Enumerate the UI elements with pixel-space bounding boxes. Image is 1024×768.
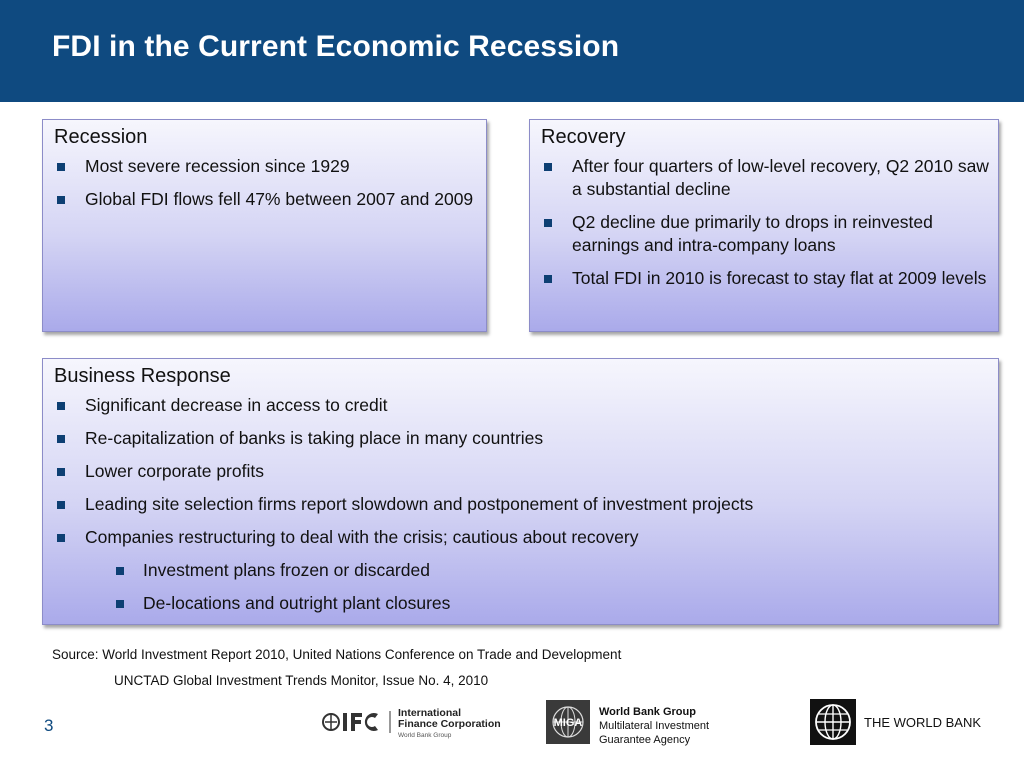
business-response-list: Significant decrease in access to credit… — [54, 394, 990, 615]
ifc-wordmark: International Finance Corporation World … — [398, 708, 501, 741]
ifc-logo: International Finance Corporation World … — [322, 706, 502, 741]
miga-globe-svg: MIGA — [552, 706, 584, 738]
recession-list: Most severe recession since 1929 Global … — [54, 155, 478, 211]
world-bank-wordmark: THE WORLD BANK — [864, 715, 982, 730]
miga-wordmark: World Bank Group Multilateral Investment… — [599, 705, 709, 747]
list-item: Leading site selection firms report slow… — [54, 493, 990, 516]
list-item: Re-capitalization of banks is taking pla… — [54, 427, 990, 450]
recovery-heading: Recovery — [541, 126, 626, 148]
ifc-line2: Finance Corporation — [398, 718, 501, 730]
source-citation-2: UNCTAD Global Investment Trends Monitor,… — [114, 673, 489, 688]
recovery-list: After four quarters of low-level recover… — [541, 155, 990, 290]
list-item: Q2 decline due primarily to drops in rei… — [541, 211, 990, 257]
list-item: Global FDI flows fell 47% between 2007 a… — [54, 188, 478, 211]
ifc-line1: International — [398, 707, 462, 719]
world-bank-globe-svg — [815, 704, 851, 740]
recession-heading: Recession — [54, 126, 148, 148]
page-number: 3 — [44, 716, 54, 735]
list-item: Lower corporate profits — [54, 460, 990, 483]
miga-line1: World Bank Group — [599, 706, 696, 718]
miga-globe-icon: MIGA — [546, 700, 590, 744]
ifc-line3: World Bank Group — [398, 732, 452, 739]
miga-line3: Guarantee Agency — [599, 734, 691, 746]
list-item: Most severe recession since 1929 — [54, 155, 478, 178]
business-response-heading: Business Response — [54, 365, 231, 387]
ifc-logo-icon — [322, 711, 391, 733]
miga-line2: Multilateral Investment — [599, 720, 710, 732]
world-bank-globe-icon — [810, 699, 856, 745]
recovery-box: Recovery After four quarters of low-leve… — [529, 119, 999, 332]
list-item: After four quarters of low-level recover… — [541, 155, 990, 201]
source-citation: Source: World Investment Report 2010, Un… — [52, 647, 622, 662]
list-item: Companies restructuring to deal with the… — [54, 526, 990, 549]
miga-mark-text: MIGA — [554, 717, 583, 729]
slide-header: FDI in the Current Economic Recession — [0, 0, 1024, 102]
business-response-box: Business Response Significant decrease i… — [42, 358, 999, 625]
list-item: Significant decrease in access to credit — [54, 394, 990, 417]
recession-box: Recession Most severe recession since 19… — [42, 119, 487, 332]
list-item: Total FDI in 2010 is forecast to stay fl… — [541, 267, 990, 290]
slide-title: FDI in the Current Economic Recession — [52, 30, 620, 63]
sub-list-item: Investment plans frozen or discarded — [54, 559, 990, 582]
sub-list-item: De-locations and outright plant closures — [54, 592, 990, 615]
